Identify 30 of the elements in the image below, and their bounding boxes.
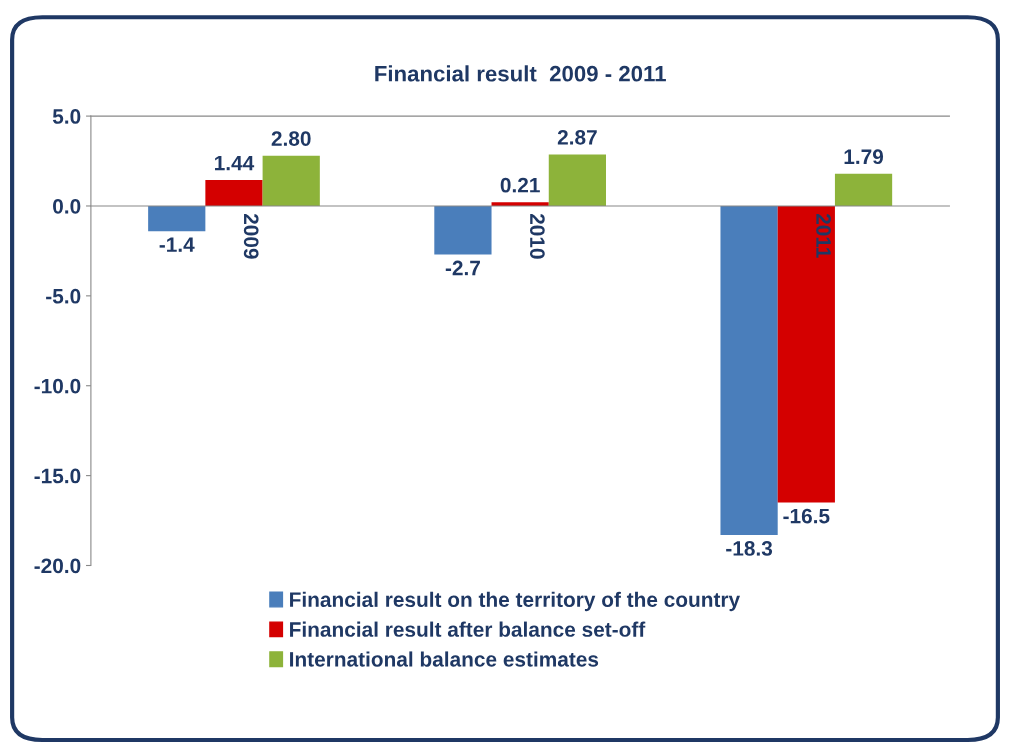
- legend-label: International balance estimates: [290, 651, 599, 667]
- y-tick-label: -5.0: [46, 288, 81, 304]
- bar: [205, 180, 263, 206]
- y-tick-label: 0.0: [53, 198, 81, 214]
- data-label: 2.80: [271, 131, 311, 146]
- bar: [777, 205, 835, 503]
- y-tick-label: 5.0: [52, 109, 81, 124]
- y-tick-label: -15.0: [34, 468, 81, 484]
- y-tick-label: -20.0: [34, 558, 81, 574]
- data-label: -16.5: [783, 508, 830, 524]
- data-label: 1.79: [844, 149, 884, 165]
- y-tick-label: -10.0: [34, 378, 81, 394]
- legend-label: Financial result on the territory of the country: [290, 591, 740, 612]
- legend-label: Financial result after balance set-off: [290, 621, 646, 637]
- chart-title: Financial result 2009 - 2011: [375, 65, 666, 82]
- data-label: -2.7: [445, 260, 480, 276]
- data-label: 2.87: [557, 129, 597, 145]
- bar: [148, 205, 206, 232]
- bar: [262, 155, 320, 206]
- bar: [548, 154, 606, 206]
- bar: [834, 173, 893, 206]
- x-tick-label: 2011: [816, 213, 831, 258]
- data-label: -18.3: [726, 541, 773, 556]
- x-tick-label: 2010: [529, 213, 545, 259]
- bar: [720, 205, 778, 535]
- data-label: 0.21: [500, 177, 540, 193]
- data-label: -1.4: [159, 237, 195, 252]
- x-tick-label: 2009: [243, 213, 259, 259]
- data-label: 1.44: [215, 155, 255, 171]
- bar: [434, 205, 492, 255]
